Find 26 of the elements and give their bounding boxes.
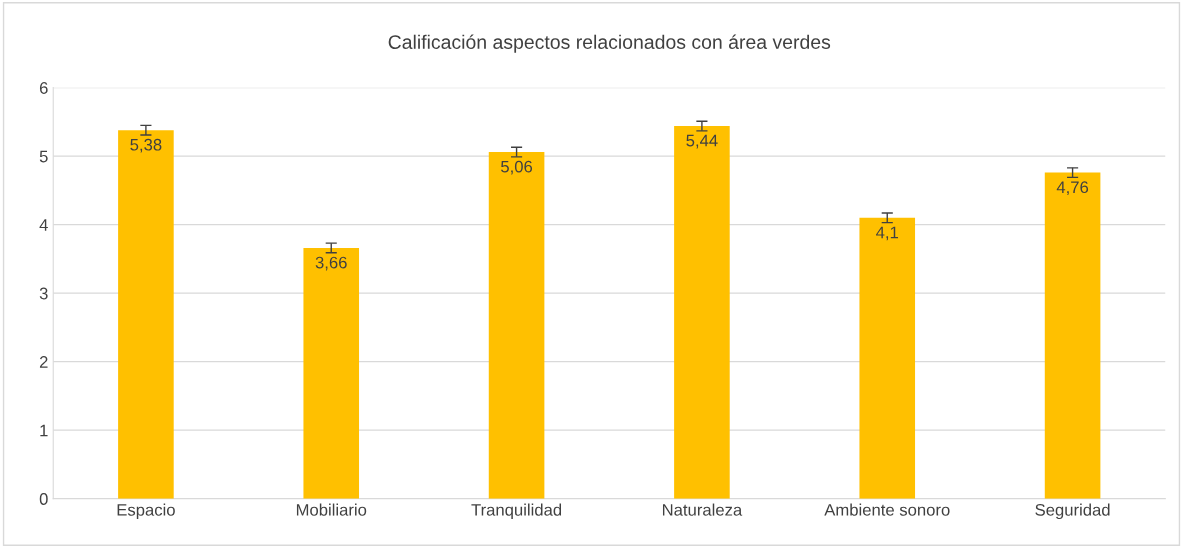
y-tick-label: 1 <box>40 424 48 437</box>
x-tick-label: Espacio <box>117 503 175 520</box>
y-tick-label: 2 <box>39 356 48 368</box>
data-label: 5,44 <box>686 134 718 149</box>
bar <box>1044 172 1101 499</box>
bar <box>674 126 730 499</box>
y-tick-label: 5 <box>39 150 48 163</box>
data-label: 5,38 <box>130 138 162 153</box>
bar <box>859 217 916 499</box>
y-tick-label: 4 <box>39 219 48 231</box>
data-label: 3,66 <box>315 256 347 271</box>
x-tick-label: Tranquilidad <box>471 503 562 520</box>
bar <box>303 247 360 499</box>
x-tick-label: Mobiliario <box>296 503 367 516</box>
x-tick-label: Seguridad <box>1035 503 1110 520</box>
x-tick-label: Naturaleza <box>662 503 743 516</box>
bar <box>118 130 174 499</box>
y-tick-label: 6 <box>39 82 48 94</box>
y-tick-label: 3 <box>39 287 48 300</box>
y-tick-label: 0 <box>39 493 48 505</box>
chart-title: Calificación aspectos relacionados con área verdes <box>388 34 831 53</box>
x-tick-label: Ambiente sonoro <box>824 503 950 516</box>
data-label: 4,1 <box>876 226 899 241</box>
data-label: 4,76 <box>1056 181 1089 196</box>
data-label: 5,06 <box>501 160 533 175</box>
bar <box>488 152 545 499</box>
